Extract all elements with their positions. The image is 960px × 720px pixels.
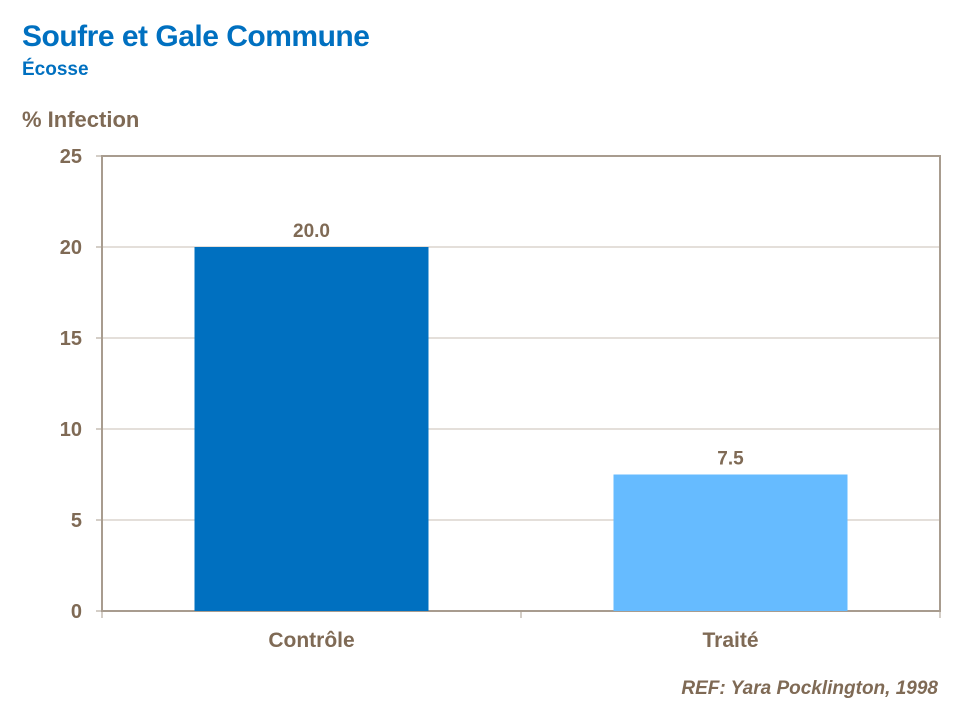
x-tick-label: Traité	[702, 629, 758, 652]
reference-note: REF: Yara Pocklington, 1998	[681, 678, 938, 699]
bar	[613, 474, 848, 611]
y-tick-label: 15	[60, 328, 82, 350]
y-tick-label: 10	[60, 419, 82, 441]
y-tick-label: 20	[60, 237, 82, 259]
data-label: 20.0	[293, 221, 330, 242]
data-label: 7.5	[717, 449, 744, 470]
x-tick-label: Contrôle	[268, 629, 354, 652]
chart-subtitle: Écosse	[22, 59, 89, 80]
chart-title: Soufre et Gale Commune	[22, 20, 370, 53]
y-axis-label: % Infection	[22, 107, 140, 132]
y-tick-label: 0	[71, 601, 82, 623]
y-tick-label: 25	[60, 146, 82, 168]
y-tick-label: 5	[71, 510, 82, 532]
bar	[194, 247, 429, 611]
